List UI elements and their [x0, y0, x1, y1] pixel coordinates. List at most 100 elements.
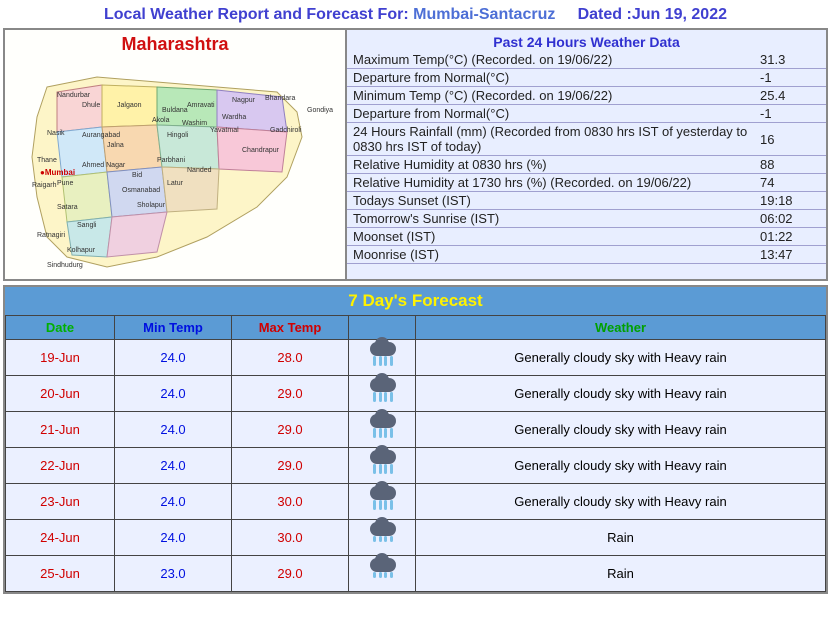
maharashtra-map: Nandurbar Dhule Jalgaon Buldana Akola Am…	[7, 57, 337, 277]
svg-text:Dhule: Dhule	[82, 102, 100, 109]
forecast-weather: Rain	[416, 520, 826, 556]
past24-row: Tomorrow's Sunrise (IST)06:02	[347, 210, 826, 228]
forecast-icon-cell	[349, 376, 416, 412]
heavy-rain-icon	[364, 342, 400, 370]
forecast-max: 29.0	[232, 376, 349, 412]
past24-value: 19:18	[754, 192, 826, 210]
forecast-date: 20-Jun	[6, 376, 115, 412]
past24-value: 88	[754, 156, 826, 174]
svg-text:●Mumbai: ●Mumbai	[40, 168, 75, 177]
past24-value: -1	[754, 69, 826, 87]
forecast-icon-cell	[349, 340, 416, 376]
heavy-rain-icon	[364, 486, 400, 514]
forecast-row: 19-Jun24.028.0Generally cloudy sky with …	[6, 340, 826, 376]
header-date-value: Jun 19, 2022	[632, 6, 727, 23]
header-date-label: Dated :	[578, 6, 632, 23]
forecast-weather: Generally cloudy sky with Heavy rain	[416, 448, 826, 484]
svg-text:Sangli: Sangli	[77, 222, 97, 229]
past24-label: Todays Sunset (IST)	[347, 192, 754, 210]
svg-text:Chandrapur: Chandrapur	[242, 147, 280, 154]
forecast-weather: Generally cloudy sky with Heavy rain	[416, 484, 826, 520]
forecast-date: 21-Jun	[6, 412, 115, 448]
past24-row: Relative Humidity at 1730 hrs (%) (Recor…	[347, 174, 826, 192]
forecast-max: 29.0	[232, 556, 349, 592]
past24-row: Moonrise (IST)13:47	[347, 246, 826, 264]
svg-text:Washim: Washim	[182, 120, 207, 127]
past24-row: 24 Hours Rainfall (mm) (Recorded from 08…	[347, 123, 826, 156]
svg-text:Jalgaon: Jalgaon	[117, 102, 142, 109]
rain-icon	[364, 558, 400, 586]
forecast-title: 7 Day's Forecast	[5, 287, 826, 315]
forecast-row: 25-Jun23.029.0Rain	[6, 556, 826, 592]
header-location: Mumbai-Santacruz	[413, 6, 555, 23]
forecast-max: 28.0	[232, 340, 349, 376]
svg-text:Nasik: Nasik	[47, 130, 65, 137]
page-header: Local Weather Report and Forecast For: M…	[3, 0, 828, 28]
forecast-max: 29.0	[232, 412, 349, 448]
heavy-rain-icon	[364, 378, 400, 406]
svg-text:Nanded: Nanded	[187, 167, 212, 174]
past24-row: Departure from Normal(°C)-1	[347, 105, 826, 123]
svg-text:Jalna: Jalna	[107, 142, 124, 149]
past24-row: Departure from Normal(°C)-1	[347, 69, 826, 87]
forecast-min: 24.0	[115, 520, 232, 556]
past24-label: Minimum Temp (°C) (Recorded. on 19/06/22…	[347, 87, 754, 105]
forecast-table: Date Min Temp Max Temp Weather 19-Jun24.…	[5, 315, 826, 592]
svg-text:Akola: Akola	[152, 117, 170, 124]
svg-text:Parbhani: Parbhani	[157, 157, 185, 164]
svg-text:Sholapur: Sholapur	[137, 202, 166, 209]
forecast-date: 25-Jun	[6, 556, 115, 592]
past24-value: 01:22	[754, 228, 826, 246]
forecast-panel: 7 Day's Forecast Date Min Temp Max Temp …	[3, 285, 828, 594]
heavy-rain-icon	[364, 414, 400, 442]
svg-text:Kolhapur: Kolhapur	[67, 247, 96, 254]
past24-value: -1	[754, 105, 826, 123]
past24-label: Departure from Normal(°C)	[347, 105, 754, 123]
forecast-max: 29.0	[232, 448, 349, 484]
forecast-row: 22-Jun24.029.0Generally cloudy sky with …	[6, 448, 826, 484]
forecast-icon-cell	[349, 412, 416, 448]
header-label: Local Weather Report and Forecast For:	[104, 6, 409, 23]
svg-text:Bhandara: Bhandara	[265, 95, 295, 102]
svg-text:Thane: Thane	[37, 157, 57, 164]
svg-text:Amravati: Amravati	[187, 102, 215, 109]
past24-label: Departure from Normal(°C)	[347, 69, 754, 87]
svg-text:Bid: Bid	[132, 172, 142, 179]
forecast-max: 30.0	[232, 520, 349, 556]
forecast-date: 23-Jun	[6, 484, 115, 520]
forecast-date-header: Date	[6, 316, 115, 340]
forecast-icon-header	[349, 316, 416, 340]
rain-icon	[364, 522, 400, 550]
forecast-min: 24.0	[115, 448, 232, 484]
forecast-weather: Generally cloudy sky with Heavy rain	[416, 376, 826, 412]
past24-label: Relative Humidity at 1730 hrs (%) (Recor…	[347, 174, 754, 192]
svg-text:Gondiya: Gondiya	[307, 107, 333, 114]
past24-row: Moonset (IST)01:22	[347, 228, 826, 246]
forecast-date: 19-Jun	[6, 340, 115, 376]
svg-text:Wardha: Wardha	[222, 114, 246, 121]
past24-label: Relative Humidity at 0830 hrs (%)	[347, 156, 754, 174]
forecast-min-header: Min Temp	[115, 316, 232, 340]
past24-table: Maximum Temp(°C) (Recorded. on 19/06/22)…	[347, 51, 826, 264]
top-section: Maharashtra Nandurbar Dhule Jalgaon	[3, 28, 828, 281]
forecast-date: 24-Jun	[6, 520, 115, 556]
forecast-row: 23-Jun24.030.0Generally cloudy sky with …	[6, 484, 826, 520]
past24-label: Moonset (IST)	[347, 228, 754, 246]
forecast-min: 23.0	[115, 556, 232, 592]
svg-text:Latur: Latur	[167, 180, 184, 187]
forecast-min: 24.0	[115, 376, 232, 412]
forecast-row: 24-Jun24.030.0 Rain	[6, 520, 826, 556]
svg-text:Nandurbar: Nandurbar	[57, 92, 91, 99]
past24-value: 16	[754, 123, 826, 156]
forecast-min: 24.0	[115, 340, 232, 376]
svg-text:Satara: Satara	[57, 204, 78, 211]
svg-text:Raigarh: Raigarh	[32, 182, 57, 189]
forecast-icon-cell	[349, 520, 416, 556]
svg-text:Nagpur: Nagpur	[232, 97, 256, 104]
forecast-weather: Generally cloudy sky with Heavy rain	[416, 412, 826, 448]
past24-label: 24 Hours Rainfall (mm) (Recorded from 08…	[347, 123, 754, 156]
svg-text:Osmanabad: Osmanabad	[122, 187, 160, 194]
forecast-min: 24.0	[115, 484, 232, 520]
past24-row: Relative Humidity at 0830 hrs (%)88	[347, 156, 826, 174]
map-title: Maharashtra	[7, 34, 343, 55]
